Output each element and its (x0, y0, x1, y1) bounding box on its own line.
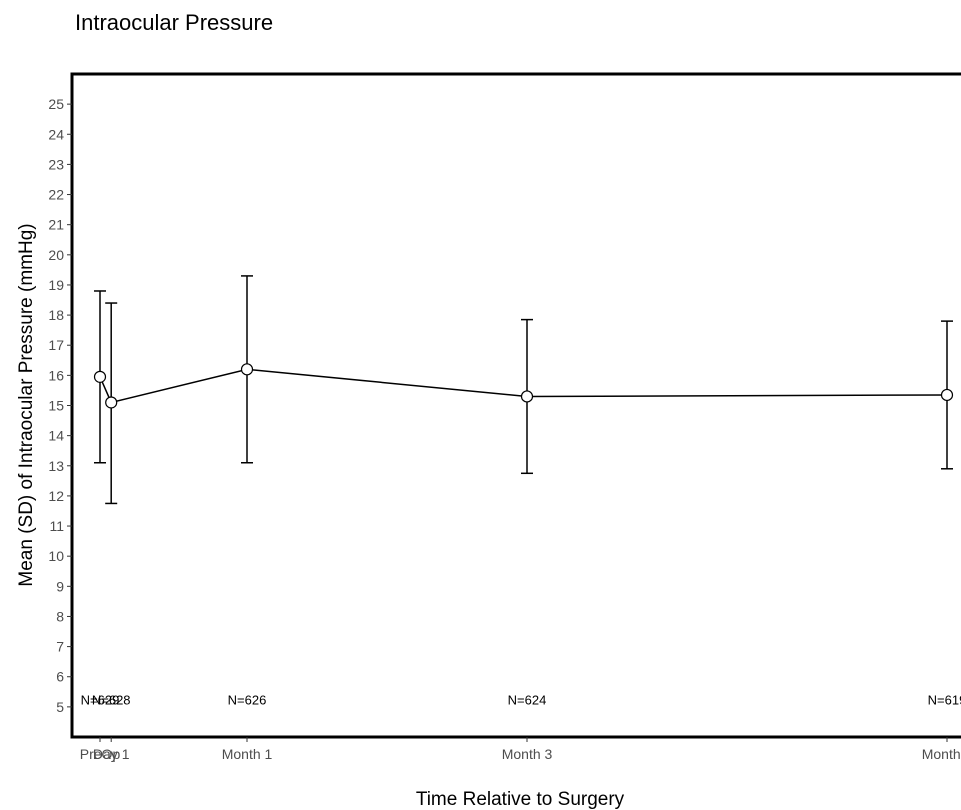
y-tick-label: 22 (48, 187, 64, 203)
y-tick-label: 19 (48, 277, 64, 293)
y-tick-label: 8 (56, 608, 64, 624)
y-tick-label: 14 (48, 428, 64, 444)
y-tick-label: 17 (48, 337, 64, 353)
x-tick-label: Month 1 (222, 746, 273, 762)
y-tick-label: 21 (48, 217, 64, 233)
sample-size-label: N=624 (508, 692, 547, 707)
y-axis-label: Mean (SD) of Intraocular Pressure (mmHg) (16, 223, 37, 586)
y-tick-label: 7 (56, 639, 64, 655)
y-tick-label: 10 (48, 548, 64, 564)
y-tick-label: 11 (49, 518, 64, 534)
data-point (940, 388, 954, 402)
sample-size-label: N=626 (228, 692, 267, 707)
y-tick-label: 9 (56, 578, 64, 594)
y-tick-label: 23 (48, 156, 64, 172)
sample-size-label: N=629 (81, 692, 120, 707)
y-tick-label: 5 (56, 699, 64, 715)
y-tick-label: 24 (48, 126, 64, 142)
data-point (240, 363, 254, 376)
chart-title: Intraocular Pressure (75, 10, 273, 35)
x-tick-label: Day 1 (93, 746, 130, 762)
y-tick-label: 13 (48, 458, 64, 474)
sample-size-label: N=628 (92, 692, 131, 707)
y-tick-label: 20 (48, 247, 64, 263)
x-tick-label: PreOp (80, 746, 121, 762)
y-tick-label: 18 (48, 307, 64, 323)
y-tick-label: 6 (56, 669, 64, 685)
x-tick-label: Month 3 (502, 746, 553, 762)
sample-size-label: N=619 (928, 692, 961, 707)
y-tick-label: 15 (48, 398, 64, 414)
plot-area: 5 6 7 8 9 10 11 12 13 14 15 16 17 18 19 20 21 22 23 24 25 Pre… (48, 72, 961, 762)
y-tick-label: 25 (48, 96, 64, 112)
x-tick-label: Month 6 (922, 746, 961, 762)
data-point (105, 396, 118, 409)
x-axis-label: Time Relative to Surgery (416, 789, 625, 810)
y-tick-label: 12 (48, 488, 64, 504)
data-point (93, 370, 107, 383)
y-tick-label: 16 (48, 367, 64, 383)
data-point (520, 390, 534, 403)
